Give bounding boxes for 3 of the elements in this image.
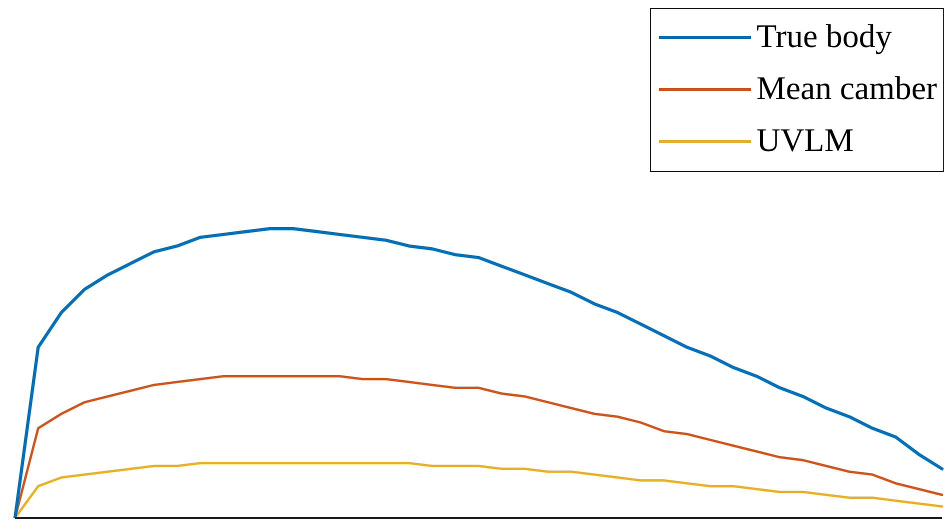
legend-label: Mean camber — [756, 70, 937, 109]
legend-label: UVLM — [756, 122, 854, 161]
legend-label: True body — [756, 18, 892, 57]
